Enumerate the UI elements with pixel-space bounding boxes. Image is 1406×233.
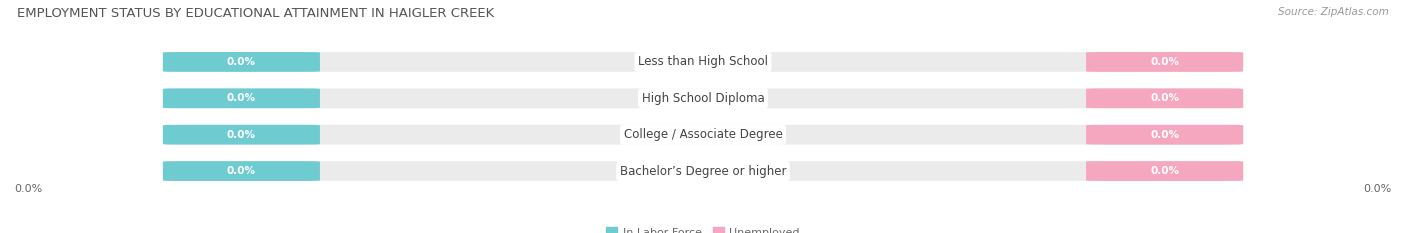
Legend: In Labor Force, Unemployed: In Labor Force, Unemployed xyxy=(602,223,804,233)
Text: 0.0%: 0.0% xyxy=(14,184,42,194)
FancyBboxPatch shape xyxy=(1085,161,1243,181)
FancyBboxPatch shape xyxy=(163,161,321,181)
Text: 0.0%: 0.0% xyxy=(1150,93,1180,103)
FancyBboxPatch shape xyxy=(1085,125,1243,145)
FancyBboxPatch shape xyxy=(163,125,321,145)
FancyBboxPatch shape xyxy=(163,125,1243,145)
Text: Less than High School: Less than High School xyxy=(638,55,768,69)
Text: College / Associate Degree: College / Associate Degree xyxy=(624,128,782,141)
Text: 0.0%: 0.0% xyxy=(1150,130,1180,140)
Text: 0.0%: 0.0% xyxy=(226,93,256,103)
FancyBboxPatch shape xyxy=(163,52,321,72)
Text: 0.0%: 0.0% xyxy=(226,57,256,67)
FancyBboxPatch shape xyxy=(1085,88,1243,108)
Text: Bachelor’s Degree or higher: Bachelor’s Degree or higher xyxy=(620,164,786,178)
Text: 0.0%: 0.0% xyxy=(1150,166,1180,176)
Text: 0.0%: 0.0% xyxy=(1364,184,1392,194)
Text: 0.0%: 0.0% xyxy=(226,166,256,176)
FancyBboxPatch shape xyxy=(163,52,1243,72)
Text: High School Diploma: High School Diploma xyxy=(641,92,765,105)
Text: 0.0%: 0.0% xyxy=(1150,57,1180,67)
FancyBboxPatch shape xyxy=(163,161,1243,181)
Text: 0.0%: 0.0% xyxy=(226,130,256,140)
FancyBboxPatch shape xyxy=(163,88,1243,108)
Text: EMPLOYMENT STATUS BY EDUCATIONAL ATTAINMENT IN HAIGLER CREEK: EMPLOYMENT STATUS BY EDUCATIONAL ATTAINM… xyxy=(17,7,494,20)
FancyBboxPatch shape xyxy=(1085,52,1243,72)
FancyBboxPatch shape xyxy=(163,88,321,108)
Text: Source: ZipAtlas.com: Source: ZipAtlas.com xyxy=(1278,7,1389,17)
